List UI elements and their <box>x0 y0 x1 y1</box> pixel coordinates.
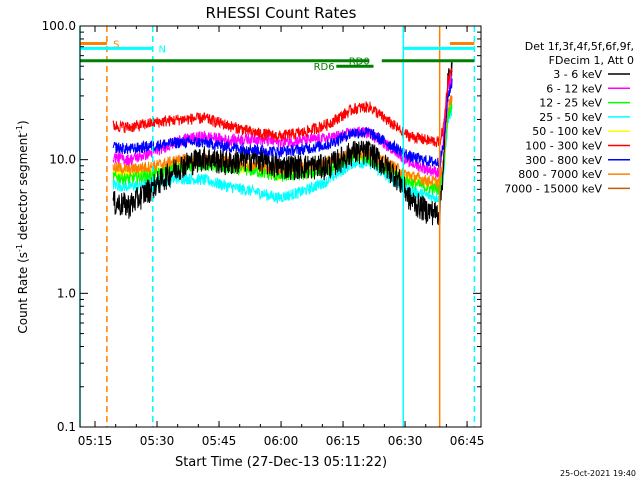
series-line-100to300keV-kev <box>112 68 453 148</box>
legend-label-5: 50 - 100 keV <box>532 125 602 138</box>
legend-label-6: 100 - 300 keV <box>525 140 602 153</box>
flag-label-n: N <box>159 44 166 55</box>
y-axis-label-superscript-2: -1 <box>15 125 24 133</box>
x-axis: 05:15 05:30 05:45 06:00 06:15 06:30 06:45 <box>78 26 485 448</box>
plot-frame <box>79 25 482 428</box>
flag-label-rd6: RD6 <box>314 62 335 73</box>
x-tick-label-0630: 06:30 <box>388 434 423 448</box>
legend-label-7: 300 - 800 keV <box>525 154 602 167</box>
series-line-300to800keV-kev <box>112 78 453 169</box>
date-stamp: 25-Oct-2021 19:40 <box>560 469 636 478</box>
chart-title: RHESSI Count Rates <box>206 4 357 22</box>
y-tick-label-0.1: 0.1 <box>57 420 76 434</box>
legend-label-9: 7000 - 15000 keV <box>504 182 602 195</box>
legend-label-1: 3 - 6 keV <box>553 68 602 81</box>
flag-label-rd0: RD0 <box>349 57 370 68</box>
flag-bars: S N RD0 RD6 <box>80 39 475 73</box>
legend-label-3: 12 - 25 keV <box>539 97 602 110</box>
x-axis-label: Start Time (27-Dec-13 05:11:22) <box>175 455 387 470</box>
series-line-6to12keV-kev <box>112 73 453 179</box>
x-tick-label-0600: 06:00 <box>264 434 299 448</box>
x-tick-label-0530: 05:30 <box>140 434 175 448</box>
series-line-3to6keV-kev <box>112 61 453 226</box>
legend-label-2: 6 - 12 keV <box>546 82 602 95</box>
y-axis-label-part-2: detector segment <box>16 133 30 244</box>
x-tick-label-0515: 05:15 <box>78 434 113 448</box>
legend-label-4: 25 - 50 keV <box>539 111 602 124</box>
legend-header-line-2: FDecim 1, Att 0 <box>549 54 634 67</box>
data-layer <box>112 61 453 226</box>
x-tick-label-0615: 06:15 <box>326 434 361 448</box>
y-tick-label-100.0: 100.0 <box>42 19 76 33</box>
legend-label-8: 800 - 7000 keV <box>518 168 602 181</box>
flag-label-s: S <box>113 39 119 50</box>
legend: Det 1f,3f,4f,5f,6f,9f, FDecim 1, Att 0 3… <box>504 40 634 195</box>
y-tick-label-1.0: 1.0 <box>57 286 76 300</box>
y-axis-label-superscript: -1 <box>15 244 24 252</box>
y-axis: 0.1 1.0 10.0 100.0 <box>42 19 481 434</box>
x-tick-label-0545: 05:45 <box>202 434 237 448</box>
y-axis-label-end: ) <box>16 120 30 125</box>
x-tick-label-0645: 06:45 <box>450 434 485 448</box>
y-axis-label: Count Rate (s-1 detector segment-1) <box>15 120 30 333</box>
y-tick-label-10.0: 10.0 <box>49 153 76 167</box>
legend-header-line-1: Det 1f,3f,4f,5f,6f,9f, <box>525 40 634 53</box>
y-axis-label-part: Count Rate (s <box>16 252 30 334</box>
